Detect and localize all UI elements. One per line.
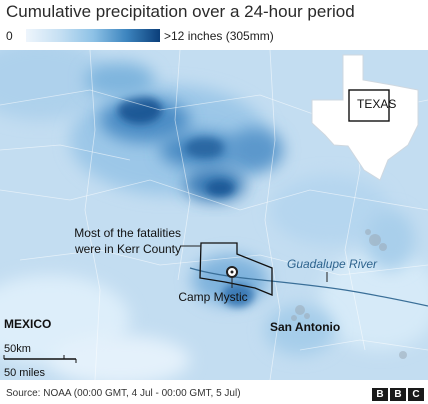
inset-label: TEXAS <box>357 97 396 111</box>
camp-mystic-label: Camp Mystic <box>178 290 247 304</box>
precipitation-map: TEXAS Most of the fatalities were in Ker… <box>0 50 428 380</box>
city-label: San Antonio <box>270 320 340 334</box>
logo-block-3: C <box>408 388 424 401</box>
kerr-county-outline <box>199 242 273 296</box>
annotation-line-1: Most of the fatalities <box>74 226 181 240</box>
inset-highlight-box <box>348 89 390 122</box>
annotation-line-2: were in Kerr County <box>74 242 181 256</box>
texas-inset: TEXAS <box>311 54 419 181</box>
map-title: Cumulative precipitation over a 24-hour … <box>6 2 355 21</box>
scale-bar: 50km 50 miles <box>3 343 77 379</box>
camp-mystic-marker-center <box>230 270 234 274</box>
logo-block-2: B <box>390 388 406 401</box>
source-note: Source: NOAA (00:00 GMT, 4 Jul - 00:00 G… <box>6 388 241 399</box>
legend-max-label: >12 inches (305mm) <box>164 29 274 43</box>
bbc-logo: B B C <box>372 388 424 401</box>
logo-block-1: B <box>372 388 388 401</box>
country-label: MEXICO <box>4 317 51 331</box>
precipitation-legend: 0 >12 inches (305mm) <box>6 27 426 45</box>
legend-min-label: 0 <box>6 29 13 43</box>
scale-miles-label: 50 miles <box>4 367 45 379</box>
legend-color-bar <box>26 29 160 42</box>
texas-shape <box>311 54 419 181</box>
scale-km-label: 50km <box>4 343 31 355</box>
urban-areas <box>291 229 407 359</box>
river-label: Guadalupe River <box>287 257 378 271</box>
